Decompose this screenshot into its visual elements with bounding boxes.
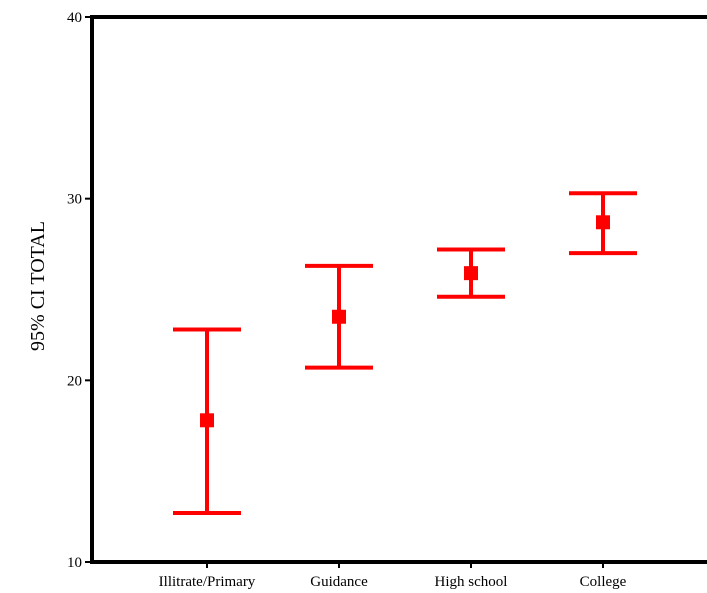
mean-marker	[464, 266, 478, 281]
x-axis-categories: Illitrate/Primary Guidance High school Coll…	[159, 562, 627, 590]
error-bar-group	[173, 327, 241, 515]
y-tick-label: 40	[67, 10, 82, 26]
data-marks	[173, 191, 637, 515]
axes	[90, 15, 707, 564]
y-axis-ticks: 10 20 30 40	[67, 10, 92, 571]
x-category-label: High school	[435, 574, 508, 590]
mean-marker	[200, 413, 214, 428]
y-tick-label: 20	[67, 373, 82, 389]
error-bar-group	[305, 263, 373, 370]
mean-marker	[596, 215, 610, 230]
error-bar-group	[569, 191, 637, 256]
y-tick-label: 10	[67, 555, 82, 571]
y-axis-title: 95% CI TOTAL	[27, 221, 49, 351]
error-bar-group	[437, 247, 505, 299]
x-category-label: College	[580, 574, 627, 590]
y-tick-label: 30	[67, 192, 82, 208]
x-category-label: Illitrate/Primary	[159, 574, 256, 590]
mean-marker	[332, 309, 346, 324]
x-category-label: Guidance	[310, 574, 368, 590]
